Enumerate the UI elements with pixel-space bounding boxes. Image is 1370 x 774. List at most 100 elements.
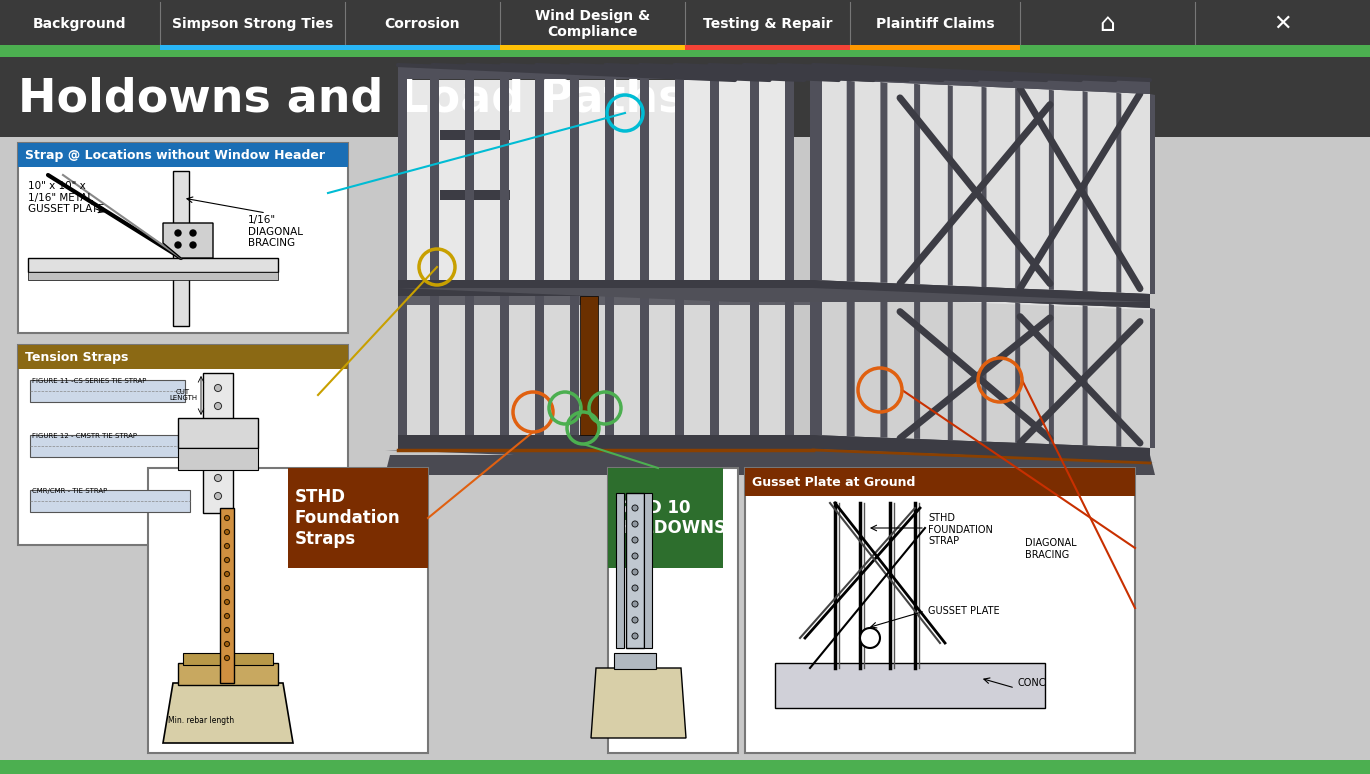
- FancyBboxPatch shape: [0, 45, 160, 50]
- FancyBboxPatch shape: [399, 280, 812, 296]
- Polygon shape: [1117, 93, 1121, 293]
- FancyBboxPatch shape: [785, 296, 795, 434]
- FancyBboxPatch shape: [675, 296, 684, 434]
- FancyBboxPatch shape: [570, 296, 580, 434]
- FancyBboxPatch shape: [745, 468, 1134, 496]
- Circle shape: [215, 439, 222, 446]
- Text: FIGURE 11 -CS SERIES TIE STRAP: FIGURE 11 -CS SERIES TIE STRAP: [32, 378, 147, 384]
- FancyBboxPatch shape: [644, 493, 652, 648]
- FancyBboxPatch shape: [749, 79, 759, 280]
- Polygon shape: [981, 301, 986, 441]
- FancyBboxPatch shape: [0, 0, 1370, 50]
- FancyBboxPatch shape: [464, 296, 474, 434]
- FancyBboxPatch shape: [500, 296, 510, 435]
- FancyBboxPatch shape: [606, 296, 614, 435]
- Text: ⌂: ⌂: [1100, 12, 1115, 36]
- FancyBboxPatch shape: [18, 143, 348, 333]
- FancyBboxPatch shape: [749, 296, 759, 435]
- Text: ✕: ✕: [1273, 14, 1292, 34]
- FancyBboxPatch shape: [345, 45, 500, 50]
- FancyBboxPatch shape: [608, 468, 738, 753]
- Text: Strap @ Locations without Window Header: Strap @ Locations without Window Header: [25, 149, 325, 162]
- Polygon shape: [847, 296, 855, 437]
- Text: Min. rebar length: Min. rebar length: [169, 716, 234, 725]
- FancyBboxPatch shape: [440, 190, 510, 200]
- FancyBboxPatch shape: [849, 45, 1021, 50]
- FancyBboxPatch shape: [640, 296, 649, 435]
- FancyBboxPatch shape: [0, 57, 1370, 137]
- FancyBboxPatch shape: [810, 296, 819, 434]
- FancyBboxPatch shape: [570, 79, 580, 280]
- Polygon shape: [812, 79, 822, 280]
- FancyBboxPatch shape: [608, 468, 723, 568]
- Circle shape: [225, 571, 230, 577]
- Polygon shape: [812, 294, 822, 435]
- FancyBboxPatch shape: [18, 345, 348, 545]
- Polygon shape: [1082, 91, 1088, 291]
- Polygon shape: [1117, 307, 1121, 447]
- FancyBboxPatch shape: [464, 79, 474, 280]
- FancyBboxPatch shape: [640, 79, 649, 280]
- Text: Tension Straps: Tension Straps: [25, 351, 129, 364]
- Circle shape: [632, 617, 638, 623]
- Polygon shape: [812, 435, 1149, 462]
- Text: S/HD 10
HOLDOWNS: S/HD 10 HOLDOWNS: [616, 498, 727, 537]
- FancyBboxPatch shape: [173, 171, 189, 326]
- Polygon shape: [590, 668, 686, 738]
- Circle shape: [175, 242, 181, 248]
- Text: FIGURE 12 - CMSTR TIE STRAP: FIGURE 12 - CMSTR TIE STRAP: [32, 433, 137, 439]
- Polygon shape: [948, 300, 952, 440]
- FancyBboxPatch shape: [30, 435, 185, 457]
- FancyBboxPatch shape: [500, 296, 510, 434]
- Polygon shape: [1049, 90, 1054, 289]
- Polygon shape: [1015, 303, 1021, 443]
- Text: Background: Background: [33, 17, 127, 31]
- FancyBboxPatch shape: [785, 296, 795, 435]
- FancyBboxPatch shape: [399, 65, 812, 79]
- FancyBboxPatch shape: [710, 296, 719, 434]
- FancyBboxPatch shape: [580, 296, 597, 435]
- Circle shape: [632, 569, 638, 575]
- Polygon shape: [1149, 308, 1155, 448]
- FancyBboxPatch shape: [399, 296, 407, 434]
- Polygon shape: [1149, 94, 1155, 294]
- FancyBboxPatch shape: [710, 296, 719, 435]
- FancyBboxPatch shape: [18, 345, 348, 369]
- Text: Gusset Plate at Ground: Gusset Plate at Ground: [752, 475, 915, 488]
- Polygon shape: [812, 280, 1149, 308]
- FancyBboxPatch shape: [606, 79, 614, 280]
- FancyBboxPatch shape: [500, 79, 510, 280]
- Text: STHD
Foundation
Straps: STHD Foundation Straps: [295, 488, 400, 548]
- Circle shape: [225, 600, 230, 604]
- FancyBboxPatch shape: [160, 45, 345, 50]
- FancyBboxPatch shape: [399, 435, 812, 451]
- FancyBboxPatch shape: [785, 79, 795, 280]
- FancyBboxPatch shape: [30, 380, 185, 402]
- FancyBboxPatch shape: [0, 137, 1370, 774]
- Text: STHD
FOUNDATION
STRAP: STHD FOUNDATION STRAP: [927, 513, 993, 546]
- FancyBboxPatch shape: [288, 468, 427, 568]
- FancyBboxPatch shape: [30, 490, 190, 512]
- FancyBboxPatch shape: [775, 663, 1045, 708]
- Polygon shape: [847, 80, 855, 282]
- FancyBboxPatch shape: [430, 79, 438, 280]
- Polygon shape: [1015, 88, 1021, 289]
- Polygon shape: [163, 223, 212, 258]
- Polygon shape: [400, 288, 810, 305]
- Text: CMR/CMR - TIE STRAP: CMR/CMR - TIE STRAP: [32, 488, 107, 494]
- Circle shape: [225, 628, 230, 632]
- Circle shape: [225, 585, 230, 591]
- FancyBboxPatch shape: [810, 79, 819, 280]
- Circle shape: [225, 543, 230, 549]
- FancyBboxPatch shape: [616, 493, 623, 648]
- FancyBboxPatch shape: [685, 45, 849, 50]
- Polygon shape: [812, 435, 1149, 462]
- Circle shape: [632, 537, 638, 543]
- Polygon shape: [399, 65, 1149, 80]
- FancyBboxPatch shape: [536, 296, 544, 435]
- FancyBboxPatch shape: [399, 435, 812, 451]
- FancyBboxPatch shape: [640, 79, 649, 280]
- FancyBboxPatch shape: [710, 79, 719, 280]
- Circle shape: [215, 457, 222, 464]
- Circle shape: [190, 230, 196, 236]
